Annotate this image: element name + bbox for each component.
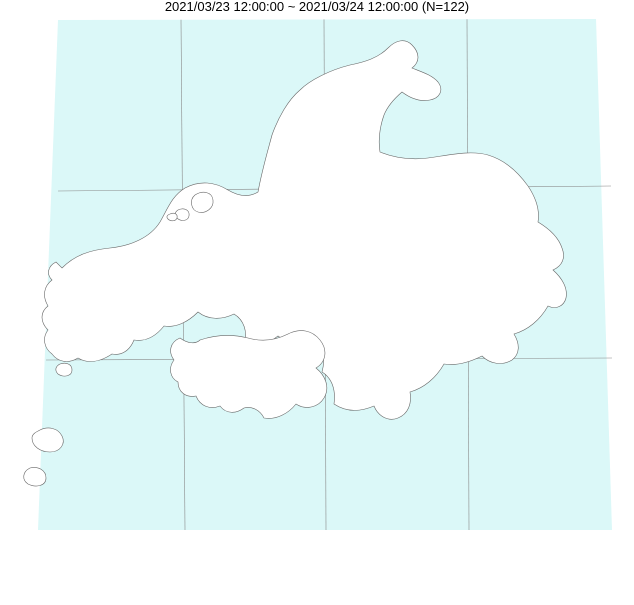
svg-text:2021/03/23 12:00:00 ~ 2021/03/: 2021/03/23 12:00:00 ~ 2021/03/24 12:00:0… xyxy=(165,0,469,14)
